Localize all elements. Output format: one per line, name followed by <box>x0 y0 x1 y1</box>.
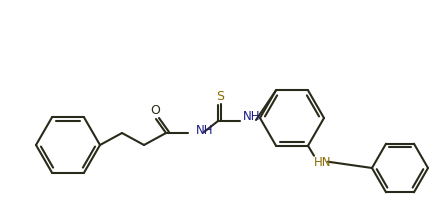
Text: NH: NH <box>243 111 261 124</box>
Text: O: O <box>150 104 160 118</box>
Text: S: S <box>216 90 224 102</box>
Text: NH: NH <box>196 124 214 138</box>
Text: HN: HN <box>314 156 332 169</box>
